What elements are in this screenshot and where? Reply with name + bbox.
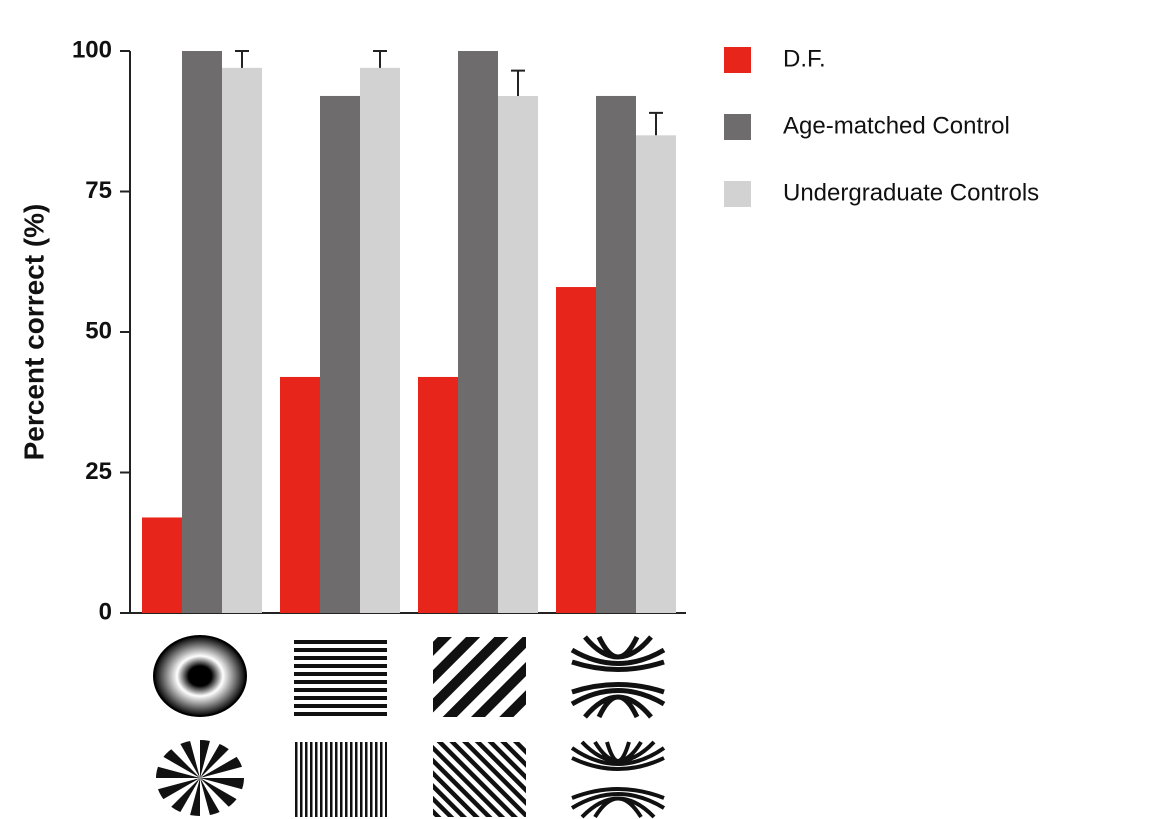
bar [636, 135, 676, 614]
error-bar [649, 111, 663, 136]
error-bar [373, 50, 387, 68]
y-axis-label: Percent correct (%) [18, 204, 49, 461]
stimulus [294, 637, 387, 717]
bar [418, 376, 458, 613]
y-tick-label: 75 [85, 177, 112, 204]
bar [222, 67, 262, 614]
wedge [184, 778, 200, 816]
y-tick-label: 50 [85, 317, 112, 344]
y-tick-label: 100 [72, 36, 112, 63]
bar [360, 67, 400, 614]
legend-label: Undergraduate Controls [783, 179, 1039, 206]
legend-swatch [724, 181, 751, 207]
wedge [200, 740, 243, 778]
stimulus [153, 635, 247, 717]
bar [498, 95, 538, 613]
wedge [200, 778, 230, 816]
legend-swatch [724, 114, 751, 140]
stimulus [433, 742, 526, 817]
legend-label: D.F. [783, 45, 826, 72]
bar [458, 51, 498, 613]
wedge [200, 778, 244, 794]
wedge [200, 740, 216, 778]
stimulus [294, 742, 387, 817]
bar [596, 95, 636, 613]
bar [556, 287, 596, 613]
wedge [157, 778, 200, 816]
stimulus [433, 637, 526, 717]
legend-swatch [724, 47, 751, 73]
wedge [156, 762, 200, 778]
stimuli [153, 635, 666, 819]
error-bar [511, 69, 525, 96]
y-tick-label: 25 [85, 458, 112, 485]
stimulus [156, 740, 244, 816]
stimulus [570, 740, 666, 819]
wedge [170, 740, 200, 778]
error-bar [235, 50, 249, 68]
bar [142, 517, 182, 613]
stimulus [570, 635, 666, 719]
bar [320, 95, 360, 613]
legend-label: Age-matched Control [783, 112, 1010, 139]
bar [182, 51, 222, 613]
bar [280, 376, 320, 613]
y-tick-label: 0 [99, 598, 112, 625]
